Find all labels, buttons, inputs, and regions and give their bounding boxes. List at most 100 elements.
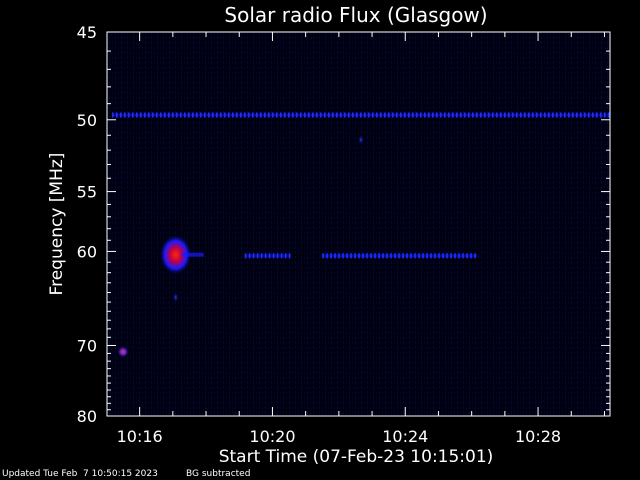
emission-band-pixel [507,112,510,118]
x-tick-label: 10:20 [249,427,295,446]
emission-band-pixel [335,112,338,118]
emission-band-pixel [159,112,162,118]
emission-band-pixel [191,112,194,118]
emission-band-pixel [599,112,602,118]
emission-band-pixel [591,112,594,118]
emission-band-pixel [430,253,432,259]
emission-band-pixel [475,112,478,118]
emission-band-pixel [351,112,354,118]
x-axis-ticks: 10:16 10:20 10:24 10:28 [117,32,605,446]
emission-band-pixel [474,253,476,259]
emission-band-pixel [123,112,126,118]
x-tick-label: 10:24 [382,427,428,446]
emission-band-pixel [587,112,590,118]
emission-band-pixel [455,112,458,118]
emission-band-pixel [276,253,279,259]
emission-band-pixel [443,112,446,118]
emission-band-pixel [283,112,286,118]
emission-band-pixel [271,112,274,118]
emission-band-pixel [483,112,486,118]
emission-band [244,253,291,259]
emission-band-pixel [187,112,190,118]
spectrogram-marks [111,112,611,358]
emission-band-pixel [111,112,114,118]
emission-band-pixel [499,112,502,118]
emission-band-pixel [327,112,330,118]
emission-band-pixel [251,112,254,118]
emission-band-pixel [374,253,376,259]
emission-band-pixel [275,112,278,118]
emission-band-pixel [207,112,210,118]
emission-dot [172,292,179,303]
emission-band-pixel [398,253,400,259]
emission-band-pixel [256,253,259,259]
emission-band-pixel [438,253,440,259]
emission-band-pixel [244,253,247,259]
emission-band-pixel [151,112,154,118]
emission-band-pixel [531,112,534,118]
plot-frame [106,31,611,417]
emission-band-pixel [363,112,366,118]
emission-band-pixel [235,112,238,118]
chart-title: Solar radio Flux (Glasgow) [224,3,487,27]
emission-band-pixel [434,253,436,259]
emission-band-pixel [495,112,498,118]
emission-band-pixel [319,112,322,118]
emission-band-pixel [358,253,360,259]
emission-band-core [244,254,290,258]
emission-band-pixel [454,253,456,259]
emission-band-pixel [315,112,318,118]
emission-band-pixel [223,112,226,118]
emission-band-pixel [311,112,314,118]
emission-band-pixel [347,112,350,118]
emission-band-pixel [395,112,398,118]
emission-band-pixel [243,112,246,118]
emission-band-pixel [215,112,218,118]
y-tick-label: 45 [77,23,97,42]
background-note: BG subtracted [186,469,251,479]
emission-band-pixel [135,112,138,118]
emission-band-pixel [423,112,426,118]
emission-band-pixel [119,112,122,118]
emission-band-pixel [252,253,255,259]
y-tick-label: 55 [77,183,97,202]
emission-band-pixel [219,112,222,118]
emission-band-pixel [322,253,324,259]
emission-band-pixel [323,112,326,118]
y-axis-label: Frequency [MHz] [47,153,67,296]
emission-band-pixel [471,112,474,118]
emission-band-pixel [567,112,570,118]
emission-band-pixel [338,253,340,259]
emission-band [111,112,611,118]
updated-timestamp: Updated Tue Feb 7 10:50:15 2023 [2,469,158,479]
emission-band-pixel [280,253,283,259]
emission-band-pixel [559,112,562,118]
emission-band-pixel [583,112,586,118]
emission-band-pixel [487,112,490,118]
emission-band-pixel [272,253,275,259]
emission-band-pixel [295,112,298,118]
emission-band-pixel [350,253,352,259]
emission-band-pixel [268,253,271,259]
emission-band-pixel [426,253,428,259]
emission-band-pixel [458,253,460,259]
emission-band-pixel [551,112,554,118]
emission-band-pixel [607,112,610,118]
emission-band-pixel [447,112,450,118]
y-tick-label: 80 [77,407,97,426]
emission-band-pixel [527,112,530,118]
emission-band-pixel [563,112,566,118]
emission-band-pixel [330,253,332,259]
emission-band-pixel [442,253,444,259]
emission-band-pixel [359,112,362,118]
emission-band-pixel [299,112,302,118]
emission-band-pixel [248,253,251,259]
emission-band-pixel [410,253,412,259]
emission-band-pixel [399,112,402,118]
emission-band-pixel [199,112,202,118]
emission-band-pixel [288,253,291,259]
emission-band-pixel [326,253,328,259]
emission-band-pixel [267,112,270,118]
emission-band-pixel [346,253,348,259]
emission-band-pixel [479,112,482,118]
